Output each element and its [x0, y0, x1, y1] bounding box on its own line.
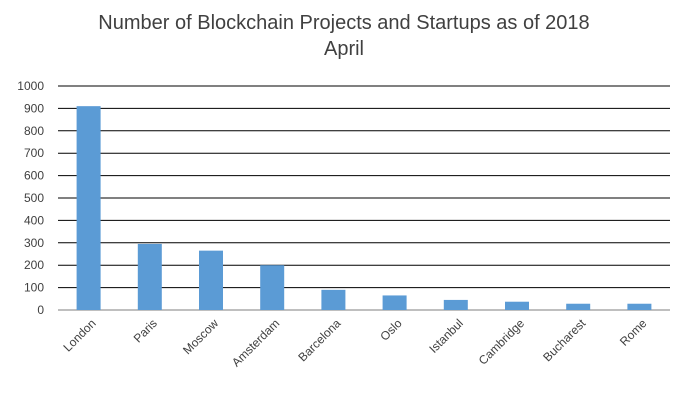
x-tick-label: Barcelona — [295, 316, 343, 364]
bar-bucharest — [566, 303, 591, 310]
y-tick-label: 700 — [24, 146, 44, 160]
y-tick-label: 0 — [37, 303, 44, 317]
y-axis-ticks: 0 100 200 300 400 500 600 700 800 900 1000 — [17, 79, 44, 317]
y-tick-label: 900 — [24, 101, 44, 115]
y-tick-label: 400 — [24, 213, 44, 227]
y-tick-label: 1000 — [17, 79, 44, 93]
x-tick-label: Bucharest — [540, 316, 589, 365]
bar-amsterdam — [260, 265, 285, 310]
bar-rome — [627, 303, 652, 310]
y-tick-label: 300 — [24, 236, 44, 250]
x-tick-label: Oslo — [377, 316, 405, 344]
x-tick-label: Moscow — [180, 316, 221, 357]
chart-title-line-1: Number of Blockchain Projects and Startu… — [98, 12, 590, 34]
bar-barcelona — [321, 289, 346, 310]
y-tick-label: 600 — [24, 169, 44, 183]
bar-moscow — [199, 250, 223, 310]
x-axis-labels: London Paris Moscow Amsterdam Barcelona Oslo I… — [61, 316, 650, 370]
bar-paris — [137, 243, 162, 310]
bar-london — [76, 106, 101, 310]
bar-cambridge — [505, 301, 529, 310]
x-tick-label: Paris — [131, 316, 160, 345]
x-tick-label: Amsterdam — [229, 316, 282, 369]
bar-istanbul — [443, 299, 468, 310]
y-tick-label: 800 — [24, 124, 44, 138]
x-tick-label: Rome — [617, 316, 650, 349]
bar-oslo — [382, 295, 407, 310]
chart-title-line-2: April — [323, 38, 364, 60]
y-tick-label: 100 — [24, 281, 44, 295]
y-tick-label: 200 — [24, 258, 44, 272]
y-tick-label: 500 — [24, 191, 44, 205]
x-tick-label: Cambridge — [476, 316, 528, 368]
bars — [76, 106, 652, 310]
x-tick-label: London — [61, 316, 99, 354]
chart-title: Number of Blockchain Projects and Startu… — [0, 10, 688, 62]
x-tick-label: Istanbul — [426, 316, 466, 356]
